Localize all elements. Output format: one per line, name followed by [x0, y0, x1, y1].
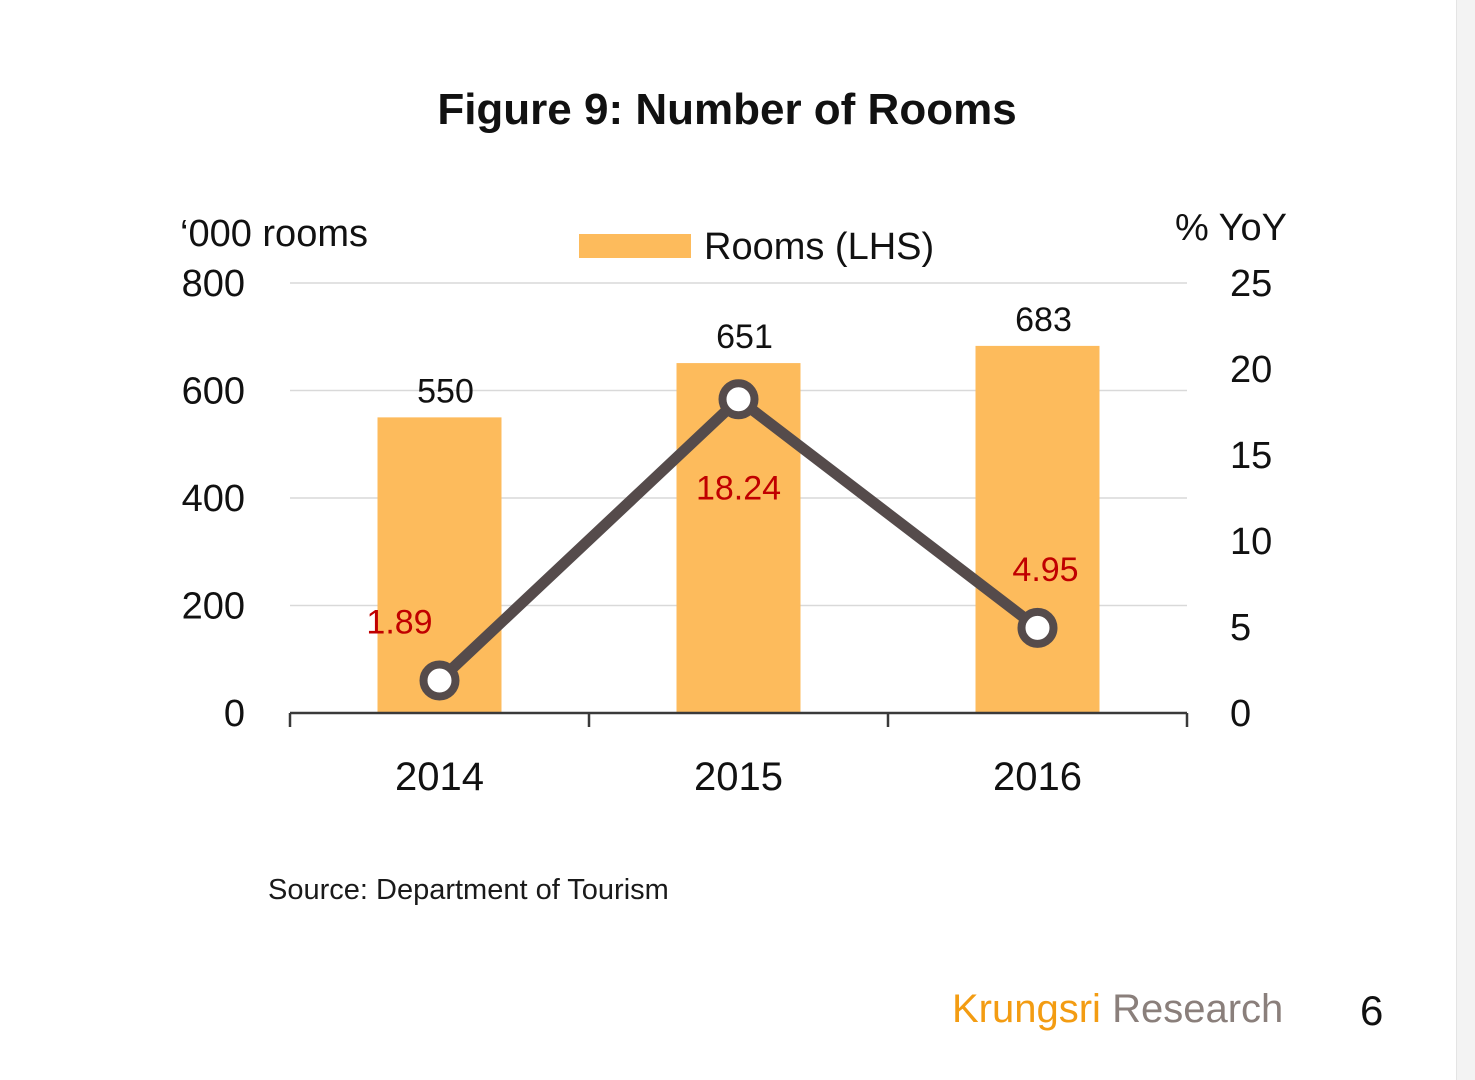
y-right-axis-label: % YoY [1175, 207, 1287, 249]
yoy-value-label: 1.89 [366, 603, 432, 641]
data-labels: 550 651 683 1.89 18.24 4.95 [366, 301, 1078, 642]
yoy-value-label: 18.24 [696, 469, 781, 507]
scrollbar-track[interactable] [1456, 0, 1475, 1080]
bar-value-label: 651 [716, 318, 773, 356]
yoy-point [1017, 607, 1058, 648]
chart-title: Figure 9: Number of Rooms [437, 85, 1016, 134]
bar-2015 [676, 363, 801, 713]
x-axis: 2014 2015 2016 [288, 711, 1189, 799]
page-number: 6 [1360, 987, 1384, 1034]
y-right-tick-label: 0 [1230, 693, 1251, 735]
y-left-tick-labels: 0 200 400 600 800 [182, 263, 245, 735]
bars [377, 345, 1100, 713]
y-right-tick-label: 5 [1230, 607, 1251, 649]
yoy-line [419, 379, 1058, 701]
legend-swatch-rooms [579, 234, 691, 258]
footer-brand: Krungsri Research [952, 984, 1283, 1034]
y-right-tick-label: 15 [1230, 435, 1272, 477]
bar-value-label: 550 [417, 372, 474, 410]
y-left-axis-label: ‘000 rooms [180, 213, 368, 255]
y-left-tick-label: 800 [182, 263, 245, 305]
x-tick-label: 2014 [395, 755, 484, 799]
y-right-tick-labels: 0 5 10 15 20 25 [1230, 263, 1272, 735]
y-right-tick-label: 10 [1230, 521, 1272, 563]
brand-primary: Krungsri [952, 987, 1101, 1031]
y-left-tick-label: 400 [182, 478, 245, 520]
bar-2016 [975, 345, 1100, 713]
bar-value-label: 683 [1015, 301, 1072, 339]
x-tick-label: 2016 [993, 755, 1082, 799]
y-right-tick-label: 25 [1230, 263, 1272, 305]
legend: Rooms (LHS) [579, 226, 934, 268]
yoy-point [419, 660, 460, 701]
source-note: Source: Department of Tourism [268, 874, 669, 906]
legend-label-rooms: Rooms (LHS) [704, 226, 934, 268]
yoy-value-label: 4.95 [1012, 551, 1078, 589]
y-left-tick-label: 200 [182, 586, 245, 628]
brand-secondary: Research [1112, 987, 1284, 1031]
yoy-point [718, 379, 759, 420]
y-left-tick-label: 0 [224, 693, 245, 735]
y-left-tick-label: 600 [182, 371, 245, 413]
x-tick-label: 2015 [694, 755, 783, 799]
y-right-tick-label: 20 [1230, 349, 1272, 391]
